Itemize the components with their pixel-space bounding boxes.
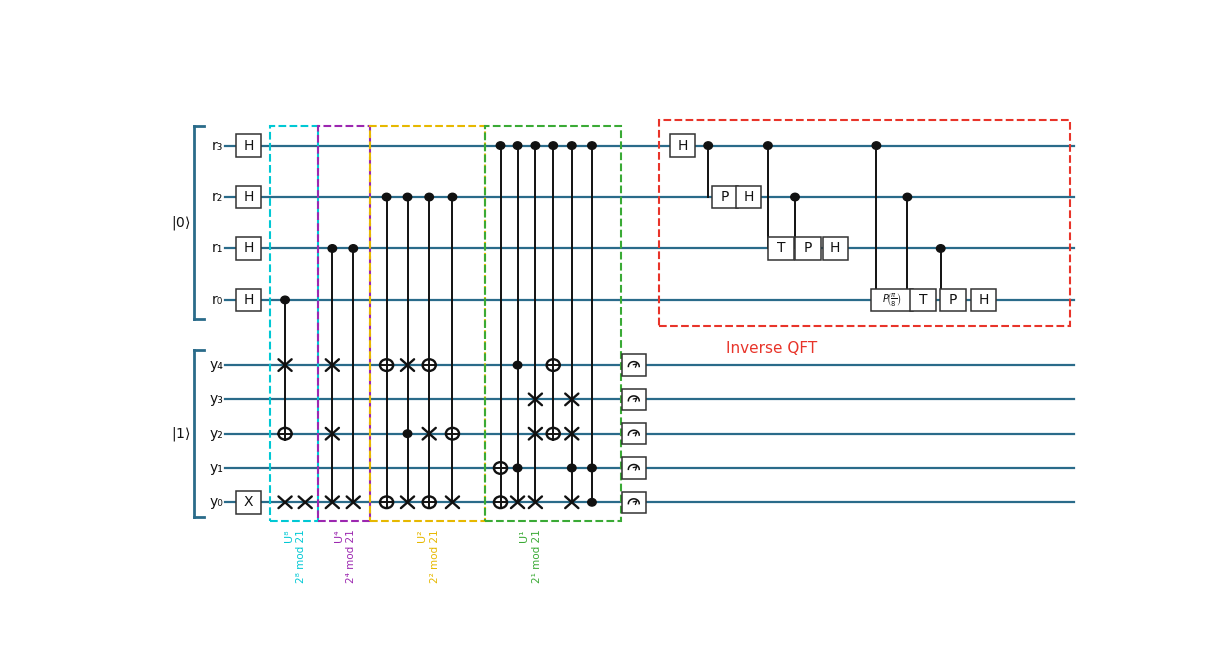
FancyBboxPatch shape [795, 237, 821, 260]
Text: P: P [804, 242, 812, 255]
Text: H: H [743, 190, 754, 204]
FancyBboxPatch shape [870, 289, 913, 311]
FancyBboxPatch shape [941, 289, 966, 311]
FancyBboxPatch shape [768, 237, 794, 260]
Circle shape [531, 142, 540, 150]
Circle shape [514, 464, 522, 471]
Circle shape [790, 193, 799, 201]
Text: H: H [244, 242, 254, 255]
Text: y₄: y₄ [209, 358, 223, 372]
FancyBboxPatch shape [713, 185, 738, 208]
FancyBboxPatch shape [736, 185, 761, 208]
FancyBboxPatch shape [622, 389, 646, 410]
Circle shape [422, 359, 436, 371]
FancyBboxPatch shape [622, 492, 646, 513]
Circle shape [403, 193, 412, 201]
Text: U¹: U¹ [520, 530, 529, 543]
FancyBboxPatch shape [236, 491, 261, 514]
Bar [318, 127, 370, 522]
Circle shape [403, 430, 412, 438]
Circle shape [567, 142, 577, 150]
Circle shape [348, 245, 357, 252]
FancyBboxPatch shape [970, 289, 997, 311]
Text: U²: U² [418, 530, 427, 543]
Bar [370, 127, 486, 522]
Text: 2² mod 21: 2² mod 21 [430, 530, 439, 583]
Circle shape [764, 142, 772, 150]
FancyBboxPatch shape [236, 135, 261, 157]
Circle shape [494, 462, 507, 474]
Circle shape [588, 498, 596, 506]
Bar [270, 127, 318, 522]
Circle shape [567, 464, 577, 471]
FancyBboxPatch shape [236, 289, 261, 311]
Text: P: P [721, 190, 730, 204]
Circle shape [448, 193, 456, 201]
Text: H: H [244, 293, 254, 307]
Circle shape [514, 361, 522, 369]
Circle shape [278, 428, 291, 439]
FancyBboxPatch shape [622, 423, 646, 444]
Text: T: T [919, 293, 927, 307]
FancyBboxPatch shape [236, 185, 261, 208]
FancyBboxPatch shape [622, 457, 646, 479]
Text: 2⁴ mod 21: 2⁴ mod 21 [346, 530, 357, 584]
Text: Inverse QFT: Inverse QFT [726, 341, 817, 356]
Circle shape [380, 496, 393, 508]
Bar [486, 127, 620, 522]
Text: r₂: r₂ [211, 190, 223, 204]
Text: y₁: y₁ [209, 461, 223, 475]
Text: $P\!\left(\frac{\pi}{8}\right)$: $P\!\left(\frac{\pi}{8}\right)$ [883, 291, 902, 308]
Bar [659, 119, 1070, 326]
Circle shape [872, 142, 880, 150]
Text: 2¹ mod 21: 2¹ mod 21 [532, 530, 541, 584]
Text: r₃: r₃ [211, 138, 223, 153]
Text: 2⁸ mod 21: 2⁸ mod 21 [296, 530, 306, 584]
Text: $|0\rangle$: $|0\rangle$ [171, 214, 191, 232]
Circle shape [446, 428, 459, 439]
FancyBboxPatch shape [670, 135, 696, 157]
Circle shape [422, 496, 436, 508]
Text: U⁸: U⁸ [284, 530, 294, 542]
Text: r₀: r₀ [211, 293, 223, 307]
FancyBboxPatch shape [910, 289, 936, 311]
Text: H: H [978, 293, 988, 307]
Circle shape [549, 142, 557, 150]
Circle shape [494, 496, 507, 508]
Text: H: H [244, 190, 254, 204]
Text: $|1\rangle$: $|1\rangle$ [171, 424, 191, 443]
Text: y₃: y₃ [209, 392, 223, 406]
Text: H: H [830, 242, 840, 255]
Circle shape [936, 245, 944, 252]
Text: y₀: y₀ [209, 495, 223, 509]
Circle shape [382, 193, 391, 201]
Circle shape [425, 193, 433, 201]
FancyBboxPatch shape [823, 237, 849, 260]
Text: P: P [949, 293, 958, 307]
Circle shape [546, 359, 560, 371]
Circle shape [546, 428, 560, 439]
Circle shape [514, 142, 522, 150]
Circle shape [588, 142, 596, 150]
FancyBboxPatch shape [236, 237, 261, 260]
Text: T: T [777, 242, 785, 255]
Circle shape [588, 464, 596, 471]
Text: r₁: r₁ [211, 242, 223, 255]
Circle shape [280, 296, 289, 304]
Text: H: H [677, 138, 688, 153]
Text: U⁴: U⁴ [334, 530, 344, 543]
FancyBboxPatch shape [622, 355, 646, 375]
Text: H: H [244, 138, 254, 153]
Circle shape [497, 142, 505, 150]
Circle shape [380, 359, 393, 371]
Text: X: X [244, 495, 254, 509]
Circle shape [328, 245, 336, 252]
Circle shape [704, 142, 713, 150]
Text: y₂: y₂ [209, 426, 223, 441]
Circle shape [903, 193, 912, 201]
